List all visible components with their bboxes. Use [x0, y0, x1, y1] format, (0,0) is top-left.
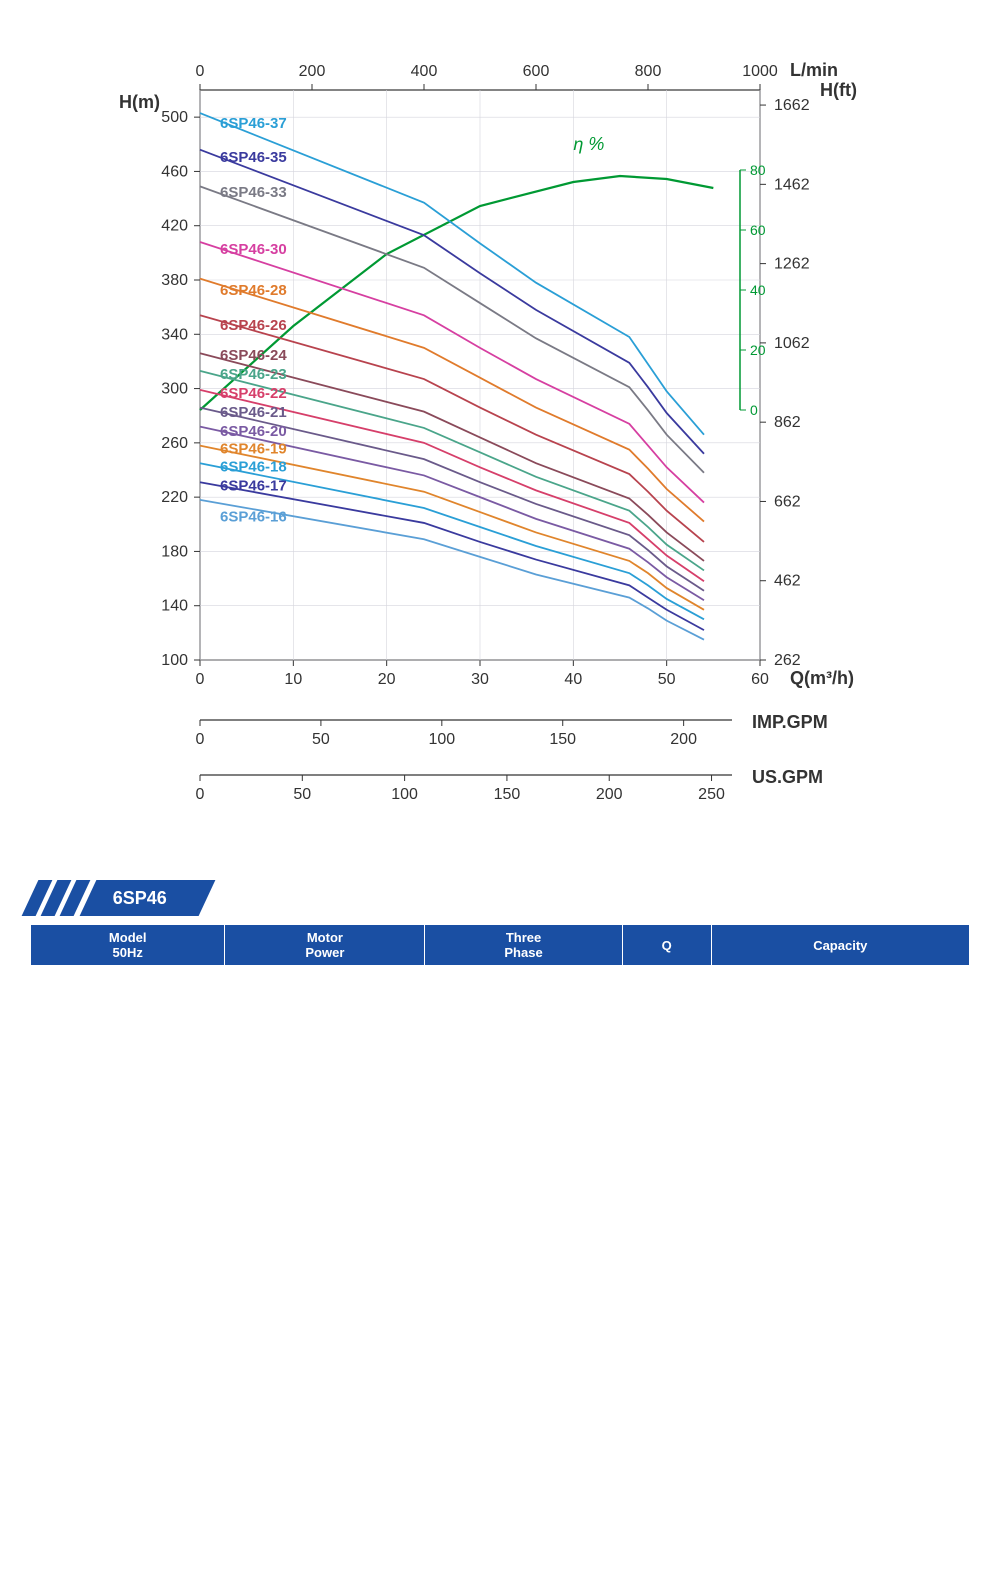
svg-text:100: 100 — [428, 731, 455, 748]
label-6SP46-18: 6SP46-18 — [220, 458, 287, 475]
svg-text:200: 200 — [596, 786, 623, 803]
col-phase: ThreePhase — [425, 925, 622, 966]
svg-text:1662: 1662 — [774, 97, 810, 114]
stripe-decoration — [30, 880, 82, 916]
svg-text:1262: 1262 — [774, 256, 810, 273]
section-title: 6SP46 — [80, 880, 216, 916]
svg-text:60: 60 — [751, 671, 769, 688]
col-capacity: Capacity — [711, 925, 969, 966]
svg-text:40: 40 — [564, 671, 582, 688]
svg-text:IMP.GPM: IMP.GPM — [752, 712, 828, 732]
label-6SP46-20: 6SP46-20 — [220, 423, 287, 440]
svg-text:400: 400 — [411, 63, 438, 80]
svg-text:Q(m³/h): Q(m³/h) — [790, 668, 854, 688]
col-motor: MotorPower — [225, 925, 425, 966]
spec-table: Model50HzMotorPowerThreePhaseQCapacity — [30, 924, 970, 966]
svg-text:US.GPM: US.GPM — [752, 767, 823, 787]
svg-text:30: 30 — [471, 671, 489, 688]
curve-6SP46-17 — [200, 482, 704, 630]
svg-text:0: 0 — [196, 786, 205, 803]
col-q: Q — [622, 925, 711, 966]
svg-text:60: 60 — [750, 222, 766, 238]
svg-text:220: 220 — [161, 489, 188, 506]
svg-text:462: 462 — [774, 573, 801, 590]
svg-text:L/min: L/min — [790, 60, 838, 80]
svg-text:0: 0 — [750, 402, 758, 418]
svg-text:η %: η % — [573, 134, 604, 154]
svg-text:380: 380 — [161, 272, 188, 289]
svg-text:1462: 1462 — [774, 176, 810, 193]
svg-text:460: 460 — [161, 163, 188, 180]
svg-text:0: 0 — [196, 63, 205, 80]
svg-text:662: 662 — [774, 493, 801, 510]
svg-text:200: 200 — [299, 63, 326, 80]
svg-text:420: 420 — [161, 218, 188, 235]
label-6SP46-17: 6SP46-17 — [220, 477, 287, 494]
svg-text:1000: 1000 — [742, 63, 778, 80]
svg-text:10: 10 — [284, 671, 302, 688]
svg-text:262: 262 — [774, 652, 801, 669]
label-6SP46-35: 6SP46-35 — [220, 149, 287, 166]
svg-text:50: 50 — [658, 671, 676, 688]
label-6SP46-37: 6SP46-37 — [220, 115, 287, 132]
label-6SP46-23: 6SP46-23 — [220, 366, 287, 383]
svg-text:500: 500 — [161, 109, 188, 126]
svg-text:140: 140 — [161, 598, 188, 615]
svg-text:200: 200 — [670, 731, 697, 748]
svg-text:50: 50 — [293, 786, 311, 803]
svg-text:250: 250 — [698, 786, 725, 803]
svg-text:300: 300 — [161, 381, 188, 398]
label-6SP46-16: 6SP46-16 — [220, 509, 287, 526]
svg-text:150: 150 — [549, 731, 576, 748]
svg-text:40: 40 — [750, 282, 766, 298]
svg-text:180: 180 — [161, 543, 188, 560]
label-6SP46-26: 6SP46-26 — [220, 317, 287, 334]
svg-text:800: 800 — [635, 63, 662, 80]
svg-text:1062: 1062 — [774, 335, 810, 352]
label-6SP46-28: 6SP46-28 — [220, 282, 287, 299]
pump-curve-chart: 0 10 20 30 40 50 60 100 140 180 220 260 300 340 380 420… — [30, 20, 970, 840]
svg-text:20: 20 — [378, 671, 396, 688]
svg-text:340: 340 — [161, 326, 188, 343]
label-6SP46-33: 6SP46-33 — [220, 184, 287, 201]
svg-text:0: 0 — [196, 671, 205, 688]
svg-text:862: 862 — [774, 414, 801, 431]
svg-text:260: 260 — [161, 435, 188, 452]
label-6SP46-21: 6SP46-21 — [220, 404, 287, 421]
svg-text:80: 80 — [750, 162, 766, 178]
label-6SP46-19: 6SP46-19 — [220, 441, 287, 458]
svg-text:50: 50 — [312, 731, 330, 748]
section-header: 6SP46 — [30, 880, 970, 916]
label-6SP46-30: 6SP46-30 — [220, 241, 287, 258]
label-6SP46-24: 6SP46-24 — [220, 347, 287, 364]
col-model: Model50Hz — [31, 925, 225, 966]
svg-text:100: 100 — [161, 652, 188, 669]
svg-text:600: 600 — [523, 63, 550, 80]
svg-text:0: 0 — [196, 731, 205, 748]
label-6SP46-22: 6SP46-22 — [220, 385, 287, 402]
svg-text:H(m): H(m) — [119, 92, 160, 112]
svg-text:20: 20 — [750, 342, 766, 358]
svg-text:100: 100 — [391, 786, 418, 803]
svg-text:150: 150 — [494, 786, 521, 803]
svg-text:H(ft): H(ft) — [820, 80, 857, 100]
